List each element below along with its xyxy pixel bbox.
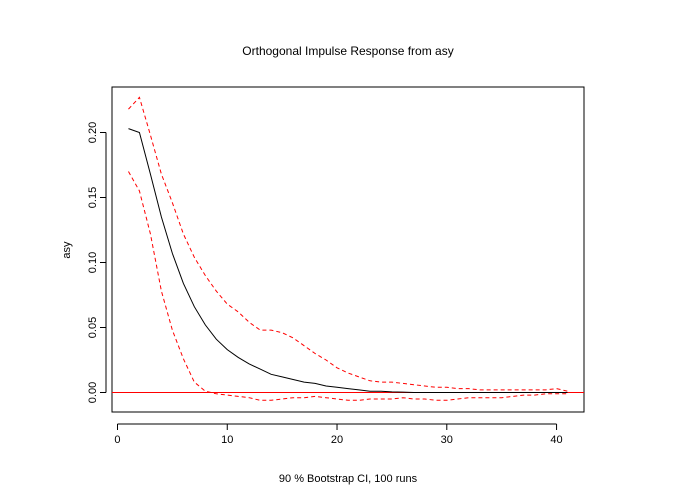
series-layer	[128, 96, 568, 401]
x-axis: 0 10 20 30 40	[114, 423, 563, 446]
y-tick-label: 0.15	[87, 187, 99, 208]
x-tick-label: 0	[114, 434, 120, 446]
x-tick-label: 40	[550, 434, 562, 446]
impulse-response-line	[128, 128, 568, 393]
y-axis-label: asy	[61, 241, 73, 259]
x-tick-label: 30	[441, 434, 453, 446]
y-tick-label: 0.20	[87, 122, 99, 143]
x-tick-label: 10	[221, 434, 233, 446]
plot-frame	[111, 86, 585, 413]
ci-lower-line	[128, 171, 568, 401]
x-axis-label: 90 % Bootstrap CI, 100 runs	[279, 473, 418, 485]
ci-upper-line	[128, 96, 568, 392]
x-tick-label: 20	[331, 434, 343, 446]
y-tick-label: 0.05	[87, 317, 99, 338]
chart-title: Orthogonal Impulse Response from asy	[242, 44, 453, 58]
y-tick-label: 0.00	[87, 382, 99, 403]
y-tick-label: 0.10	[87, 252, 99, 273]
y-axis: 0.00 0.05 0.10 0.15 0.20	[87, 122, 107, 403]
